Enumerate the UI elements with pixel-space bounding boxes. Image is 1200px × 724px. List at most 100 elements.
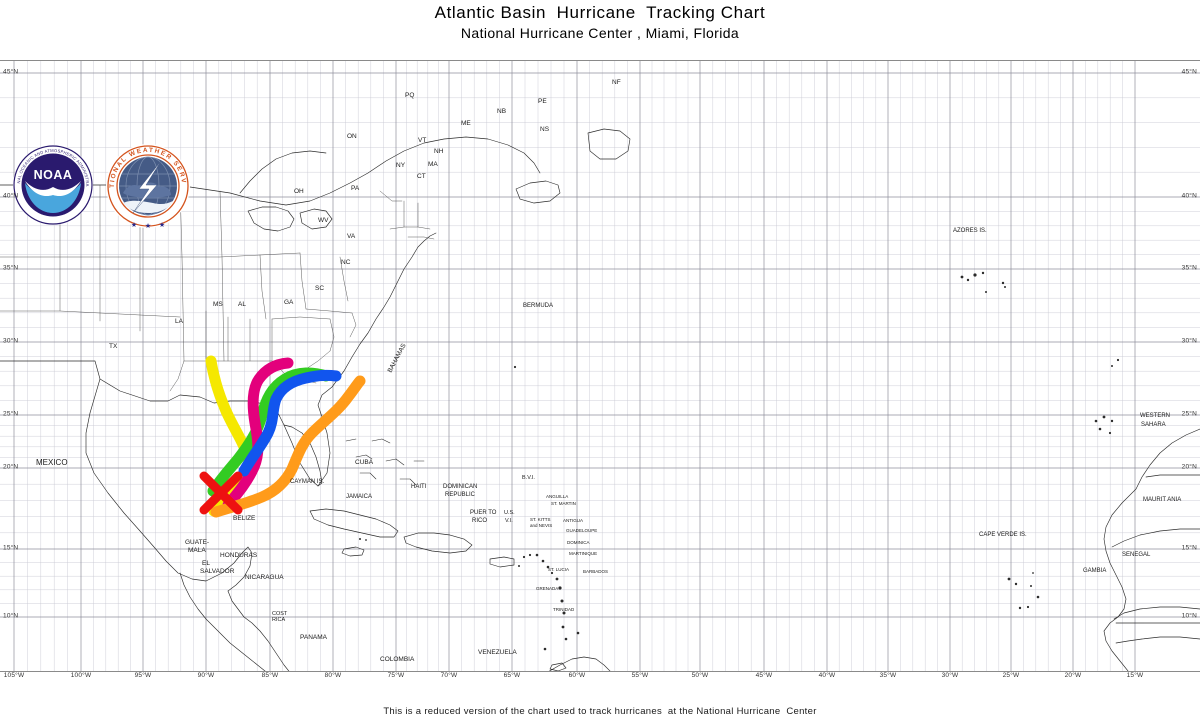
svg-text:NOAA: NOAA xyxy=(34,168,73,182)
latitude-tick-label-right: 30°N xyxy=(1181,337,1197,345)
map-label: ST. KITTS xyxy=(530,517,551,522)
storm-origin-marker-layer xyxy=(199,471,243,515)
page-title: Atlantic Basin Hurricane Tracking Chart xyxy=(434,3,766,22)
latitude-tick-label-left: 35°N xyxy=(3,264,19,272)
map-label: TX xyxy=(109,343,118,350)
map-label: MEXICO xyxy=(36,458,68,467)
map-label: NB xyxy=(497,108,506,115)
longitude-tick-label: 15°W xyxy=(1126,672,1144,679)
map-label: BAHAMAS xyxy=(387,342,408,374)
map-label: HAITI xyxy=(411,484,427,490)
map-label: ST. MARTIN xyxy=(551,501,576,506)
map-label: CAYMAN IS. xyxy=(290,479,325,485)
map-label: LA xyxy=(175,318,184,325)
map-label: PE xyxy=(538,98,547,105)
map-label: HONDURAS xyxy=(220,552,258,559)
latitude-tick-label-left: 30°N xyxy=(3,337,19,345)
longitude-tick-label: 60°W xyxy=(568,672,586,679)
map-label: RICO xyxy=(472,518,487,524)
longitude-tick-label: 90°W xyxy=(197,672,215,679)
map-label: VT xyxy=(418,137,426,144)
map-label: CUBA xyxy=(355,459,374,466)
longitude-tick-label: 65°W xyxy=(503,672,521,679)
map-canvas[interactable]: PQ NF NB PE NS ME ON VT NH NY MA CT PA OH WV VA NC SC GA AL… xyxy=(0,60,1200,672)
map-label: MA xyxy=(428,161,438,168)
map-label: DOMINICA xyxy=(567,540,590,545)
chart-caption: This is a reduced version of the chart u… xyxy=(383,706,817,717)
map-label: WV xyxy=(318,217,329,224)
latitude-tick-label-right: 45°N xyxy=(1181,68,1197,76)
title-block: Atlantic Basin Hurricane Tracking Chart … xyxy=(0,0,1200,43)
longitude-tick-label: 85°W xyxy=(261,672,279,679)
map-label: COST xyxy=(272,611,288,617)
longitude-tick-label: 95°W xyxy=(134,672,152,679)
latitude-tick-label-right: 15°N xyxy=(1181,544,1197,552)
longitude-tick-label: 35°W xyxy=(879,672,897,679)
map-label: AL xyxy=(238,301,246,308)
map-label: NS xyxy=(540,126,550,133)
longitude-tick-label: 100°W xyxy=(70,672,92,679)
latitude-tick-label-left: 20°N xyxy=(3,463,19,471)
map-label: BARBADOS xyxy=(583,569,608,574)
map-label: CAPE VERDE IS. xyxy=(979,532,1027,538)
map-label: SAHARA xyxy=(1141,422,1166,428)
longitude-axis: 105°W 100°W 95°W 90°W 85°W 80°W 75°W 70°W 65°W 60… xyxy=(0,672,1200,686)
hurricane-tracks xyxy=(205,355,366,518)
latitude-tick-label-right: 35°N xyxy=(1181,264,1197,272)
map-label: B.V.I. xyxy=(522,475,535,481)
map-label: ANTIGUA xyxy=(563,518,583,523)
map-label: SENEGAL xyxy=(1122,552,1151,558)
map-label: NY xyxy=(396,162,406,169)
longitude-tick-label: 40°W xyxy=(818,672,836,679)
map-label: WESTERN xyxy=(1140,413,1170,419)
longitude-tick-label: 55°W xyxy=(631,672,649,679)
map-label: GAMBIA xyxy=(1083,568,1106,574)
map-label: ST. LUCIA xyxy=(548,567,569,572)
map-label: CT xyxy=(417,173,426,180)
longitude-tick-label: 50°W xyxy=(691,672,709,679)
map-label: DOMINICAN xyxy=(443,484,477,490)
map-label: PA xyxy=(351,185,360,192)
latitude-tick-label-left: 25°N xyxy=(3,410,19,418)
map-label: ON xyxy=(347,133,357,140)
longitude-tick-label: 80°W xyxy=(324,672,342,679)
noaa-logo: NOAA NATIONAL OCEANIC AND ATMOSPHERIC AD… xyxy=(9,139,95,227)
map-label: SALVADOR xyxy=(200,568,235,575)
map-label: GRENADA xyxy=(536,586,558,591)
map-label: PUER TO xyxy=(470,510,497,516)
map-label: MARTINIQUE xyxy=(569,551,597,556)
latitude-tick-label-left: 15°N xyxy=(3,544,19,552)
map-label: U.S. xyxy=(504,510,515,516)
map-label: NH xyxy=(434,148,444,155)
map-label: COLOMBIA xyxy=(380,656,415,663)
longitude-tick-label: 75°W xyxy=(387,672,405,679)
map-label: JAMAICA xyxy=(346,494,372,500)
latitude-tick-label-right: 25°N xyxy=(1181,410,1197,418)
page-subtitle: National Hurricane Center , Miami, Flori… xyxy=(460,25,740,41)
grid-minor xyxy=(0,61,1200,671)
map-label: MS xyxy=(213,301,223,308)
map-label: NF xyxy=(612,79,621,86)
longitude-tick-label: 70°W xyxy=(440,672,458,679)
latitude-tick-label-right: 20°N xyxy=(1181,463,1197,471)
longitude-tick-label: 45°W xyxy=(755,672,773,679)
map-label: GA xyxy=(284,299,294,306)
map-label: MAURIT ANIA xyxy=(1143,497,1181,503)
map-label: V.I. xyxy=(505,518,513,524)
longitude-tick-label: 105°W xyxy=(3,672,25,679)
map-label: ANGUILLA xyxy=(546,494,568,499)
map-label: EL xyxy=(202,560,210,567)
map-label: GUATE- xyxy=(185,539,209,546)
map-label: PQ xyxy=(405,92,414,99)
map-label: OH xyxy=(294,188,304,195)
map-label: VA xyxy=(347,233,356,240)
map-label: ME xyxy=(461,120,471,127)
latitude-tick-label-left: 45°N xyxy=(3,68,19,76)
map-label: NC xyxy=(341,259,351,266)
track-blue xyxy=(238,369,342,477)
latitude-tick-label-left: 10°N xyxy=(3,612,19,620)
map-label: NICARAGUA xyxy=(245,574,284,581)
